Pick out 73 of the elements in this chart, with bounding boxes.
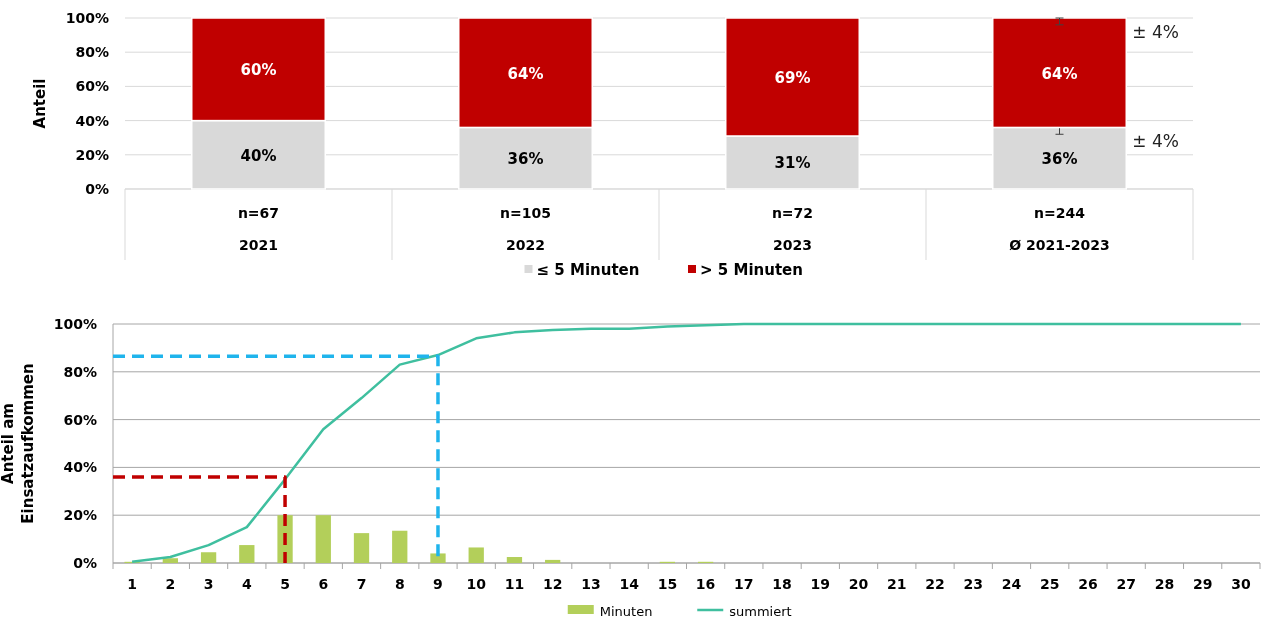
x-tick-label: 27	[1116, 576, 1136, 592]
y-tick-label: 0%	[85, 181, 109, 197]
bar	[353, 533, 370, 563]
x-tick-label: 29	[1192, 576, 1213, 592]
x-tick-label: 16	[695, 576, 716, 592]
x-tick-label: 5	[280, 576, 290, 592]
x-tick-label: 23	[963, 576, 983, 592]
y-tick-label: 40%	[75, 112, 109, 129]
x-tick-label: 19	[810, 576, 831, 592]
x-tick-label: 6	[318, 576, 329, 592]
bar	[545, 559, 561, 563]
y-tick-label: 40%	[63, 459, 97, 476]
legend-label: ≤ 5 Minuten	[536, 261, 640, 279]
x-tick-label: 14	[619, 576, 640, 592]
data-label: 69%	[774, 69, 811, 87]
x-tick-label: 30	[1231, 576, 1251, 592]
y-axis-title: Anteil	[31, 78, 49, 129]
annotation: ± 4%	[1132, 131, 1179, 152]
x-tick-label: 18	[772, 576, 792, 592]
bar	[430, 553, 446, 563]
legend-label: summiert	[729, 604, 792, 619]
x-tick-label: 3	[203, 576, 214, 592]
x-tick-label: 4	[241, 576, 252, 592]
bar	[239, 545, 255, 563]
x-tick-label: 20	[848, 576, 869, 592]
x-tick-label: 25	[1039, 576, 1060, 592]
x-tick-label: 26	[1078, 576, 1098, 592]
x-tick-label: 2	[165, 576, 176, 592]
x-tick-label: 7	[356, 576, 367, 592]
x-tick-label: n=105 2022	[500, 205, 551, 253]
y-tick-label: 20%	[63, 507, 97, 524]
x-tick-label: 12	[542, 576, 563, 592]
x-tick-label: 9	[433, 576, 443, 592]
x-tick-label: n=67 2021	[237, 205, 280, 253]
x-tick-label: 22	[925, 576, 945, 592]
line-series	[130, 322, 1243, 564]
bar	[162, 558, 178, 563]
bar	[392, 530, 408, 563]
data-label: 40%	[240, 146, 277, 165]
y-tick-label: 60%	[63, 411, 97, 428]
y-tick-label: 20%	[75, 146, 109, 163]
bar	[506, 557, 523, 563]
bar	[468, 547, 484, 563]
y-tick-label: 100%	[53, 316, 97, 332]
legend-label: Minuten	[599, 604, 653, 619]
bar	[200, 552, 217, 563]
legend-label: > 5 Minuten	[700, 261, 803, 279]
data-label: 36%	[1041, 150, 1078, 169]
x-tick-label: 13	[581, 576, 601, 592]
x-tick-label: 1	[127, 576, 137, 592]
x-tick-label: 17	[734, 576, 754, 592]
x-tick-label: 24	[1001, 576, 1022, 592]
annotation: ± 4%	[1132, 22, 1179, 42]
data-label: 31%	[774, 154, 811, 173]
x-tick-label: 11	[504, 576, 525, 592]
y-axis-title: Anteil am Einsatzaufkommen	[0, 363, 37, 524]
x-tick-label: 28	[1154, 576, 1175, 592]
x-tick-label: n=72 2023	[771, 205, 814, 253]
y-tick-label: 60%	[75, 78, 109, 95]
x-tick-label: 21	[887, 576, 907, 592]
data-label: 64%	[1041, 64, 1078, 83]
bar	[315, 515, 331, 563]
x-tick-label: 10	[466, 576, 487, 592]
data-label: 60%	[240, 61, 277, 80]
y-tick-label: 80%	[75, 44, 109, 61]
data-label: 64%	[507, 64, 544, 83]
y-tick-label: 0%	[73, 555, 97, 571]
x-tick-label: 15	[657, 576, 678, 592]
data-label: 36%	[507, 150, 544, 169]
y-tick-label: 80%	[63, 363, 97, 380]
y-tick-label: 100%	[65, 10, 109, 26]
x-tick-label: 8	[394, 576, 405, 592]
x-tick-label: n=244 Ø 2021-2023	[1009, 205, 1110, 253]
